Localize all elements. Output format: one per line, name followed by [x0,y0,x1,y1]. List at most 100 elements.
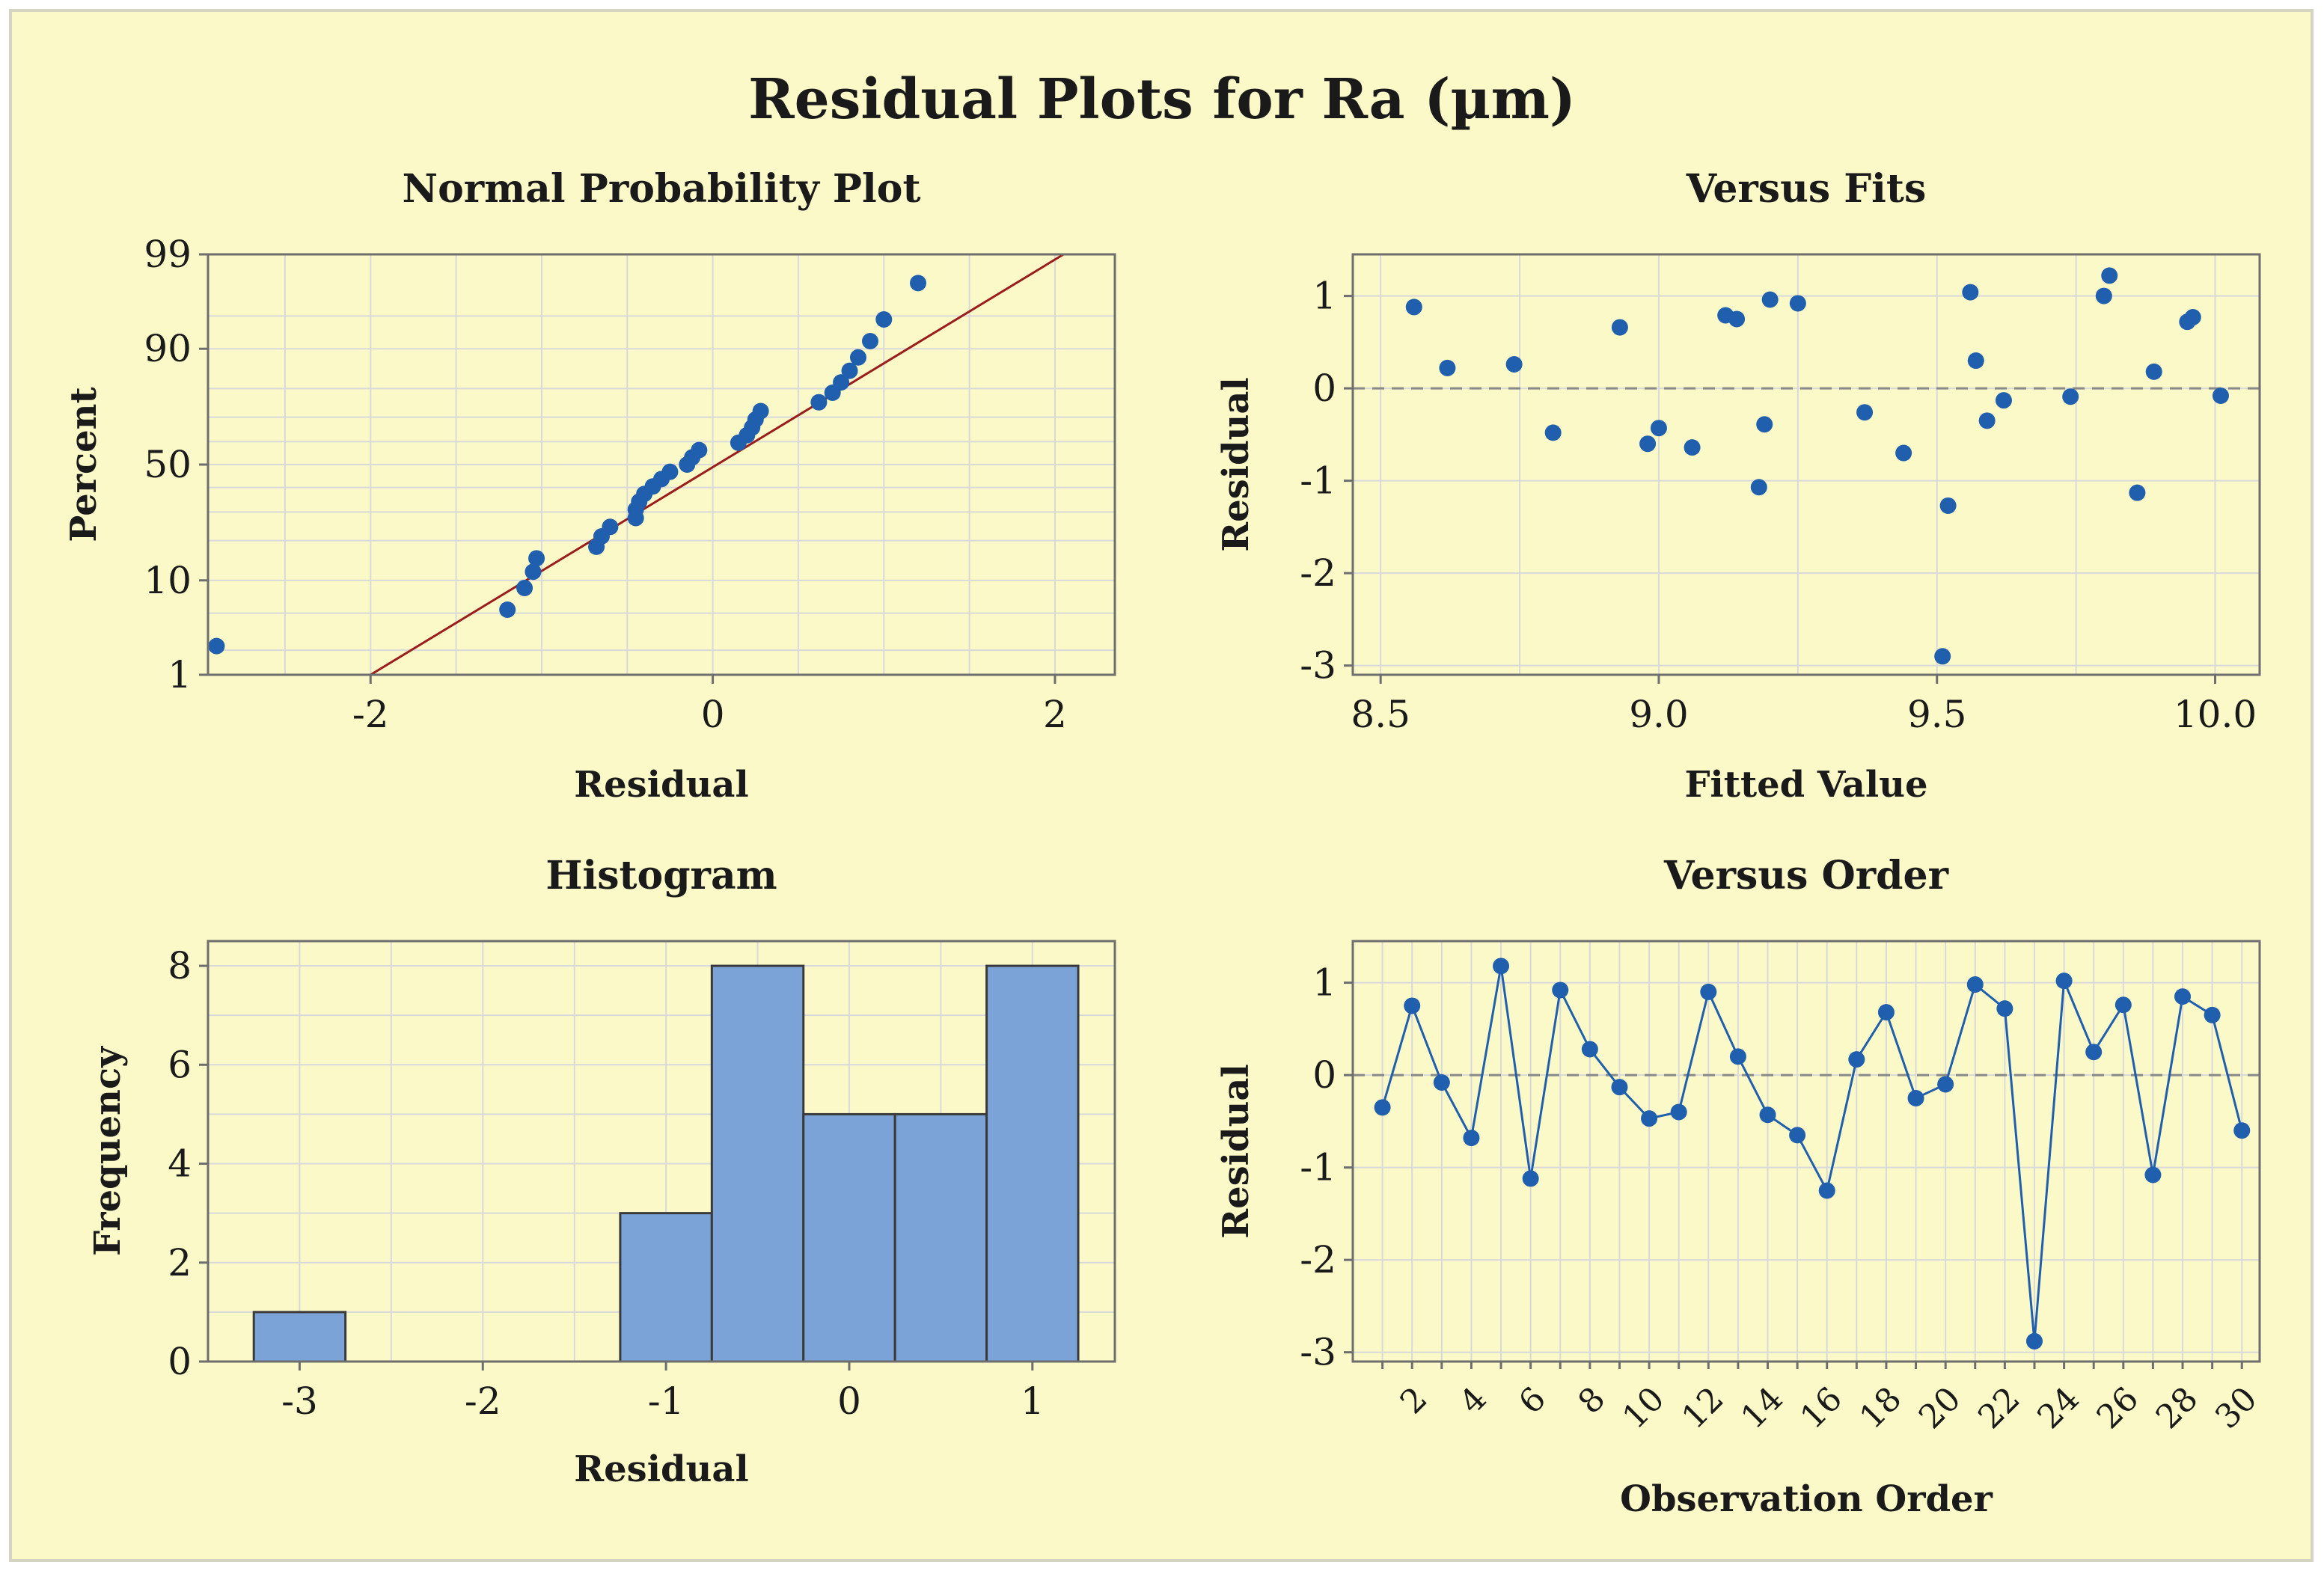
hist-ytick-label: 6 [168,1043,192,1086]
normal-point [516,579,533,596]
fits-plot-frame [1351,253,2261,676]
normal-ytick-label: 10 [144,559,192,602]
hist-bar [619,1212,713,1363]
fits-ytick-label: -1 [1300,459,1336,503]
normal-ylabel: Percent [63,387,105,542]
order-ytick-label: -3 [1300,1331,1336,1374]
fits-point [2062,388,2079,405]
hist-ytick-label: 8 [168,944,192,987]
hist-ylabel: Frequency [87,1045,129,1256]
hist-xlabel: Residual [574,1448,748,1490]
normal-point [752,402,769,420]
normal-ytick-label: 90 [144,327,192,370]
order-point [1937,1076,1954,1093]
fits-point [1934,648,1951,665]
order-point [1670,1103,1687,1121]
fits-ytick-label: 0 [1312,367,1336,410]
order-ytick-label: 0 [1312,1053,1336,1097]
fits-xtick-label: 9.0 [1629,693,1689,736]
hist-title: Histogram [545,853,777,898]
order-point [1966,976,1984,993]
fits-xlabel: Fitted Value [1684,764,1927,806]
order-point [1818,1182,1835,1199]
order-series-line [1381,966,2243,1341]
fits-point [1750,479,1767,496]
order-xtick-label: 22 [1971,1379,2028,1436]
order-ylabel: Residual [1215,1064,1257,1238]
order-point [1729,1048,1746,1065]
fits-point [2212,387,2229,404]
order-title: Versus Order [1663,853,1949,898]
order-xtick-label: 4 [1452,1379,1494,1421]
order-xtick-label: 8 [1571,1379,1612,1421]
order-xtick-label: 6 [1511,1379,1553,1421]
order-point [2144,1166,2162,1183]
figure-frame [9,9,2314,1562]
hist-bar [252,1311,347,1363]
order-point [1996,1000,2013,1017]
normal-ytick-label: 1 [168,653,192,696]
fits-point [1405,298,1422,316]
normal-point [875,311,893,328]
normal-point [208,637,225,655]
fits-point [2184,308,2201,325]
fits-point [1939,497,1957,514]
charts-layer: Normal Probability Plot-2 0 2110509099Resi… [63,166,2265,1520]
hist-bar [985,964,1080,1363]
fits-point [1978,412,1996,429]
normal-point [525,563,542,581]
fits-point [1639,435,1657,453]
normal-point [499,601,516,618]
hist-xtick-label: 0 [837,1379,861,1423]
hist-xtick-label: -1 [648,1379,685,1423]
order-point [2025,1332,2043,1350]
hist-xtick-label: -3 [281,1379,318,1423]
order-point [2204,1006,2221,1023]
order-point [1493,958,1510,975]
order-point [2085,1044,2103,1061]
fits-ylabel: Residual [1215,377,1257,551]
fits-point [1505,355,1523,373]
order-point [1522,1170,1539,1187]
hist-ytick-label: 2 [168,1241,192,1284]
order-point [1404,997,1421,1014]
order-plot-frame [1351,940,2261,1363]
fits-xtick-label: 9.5 [1907,693,1967,736]
order-xtick-label: 18 [1853,1379,1909,1436]
hist-plot-frame [207,940,1116,1363]
normal-point [849,349,866,366]
normal-title: Normal Probability Plot [403,166,921,212]
order-xtick-label: 30 [2208,1379,2265,1436]
normal-point [661,463,679,480]
order-xtick-label: 10 [1615,1379,1672,1436]
hist-ytick-label: 0 [168,1340,192,1383]
fits-point [1761,291,1779,308]
order-xlabel: Observation Order [1620,1478,1993,1520]
normal-point [528,550,545,567]
fits-point [1684,439,1701,456]
fits-ytick-label: -2 [1300,551,1336,595]
fits-point [1611,319,1628,336]
order-xtick-label: 26 [2090,1379,2147,1436]
hist-xtick-label: -2 [465,1379,501,1423]
hist-bar [710,964,805,1363]
order-point [1463,1130,1480,1147]
order-point [1433,1074,1450,1091]
order-ytick-label: -2 [1300,1238,1336,1281]
fits-point [1789,295,1806,312]
normal-xtick-label: 2 [1043,693,1067,736]
order-xtick-label: 2 [1393,1379,1435,1421]
fits-point [1756,416,1773,433]
normal-point [861,333,878,350]
order-xtick-label: 14 [1734,1379,1791,1436]
order-point [1552,982,1569,999]
fits-point [1967,352,1984,370]
main-title: Residual Plots for Ra (µm) [748,67,1576,132]
fits-ytick-label: -3 [1300,644,1336,687]
fits-point [1544,424,1562,441]
normal-fit-line [370,253,1065,676]
order-xtick-label: 12 [1675,1379,1731,1436]
order-point [1789,1127,1806,1144]
order-point [1581,1041,1598,1058]
